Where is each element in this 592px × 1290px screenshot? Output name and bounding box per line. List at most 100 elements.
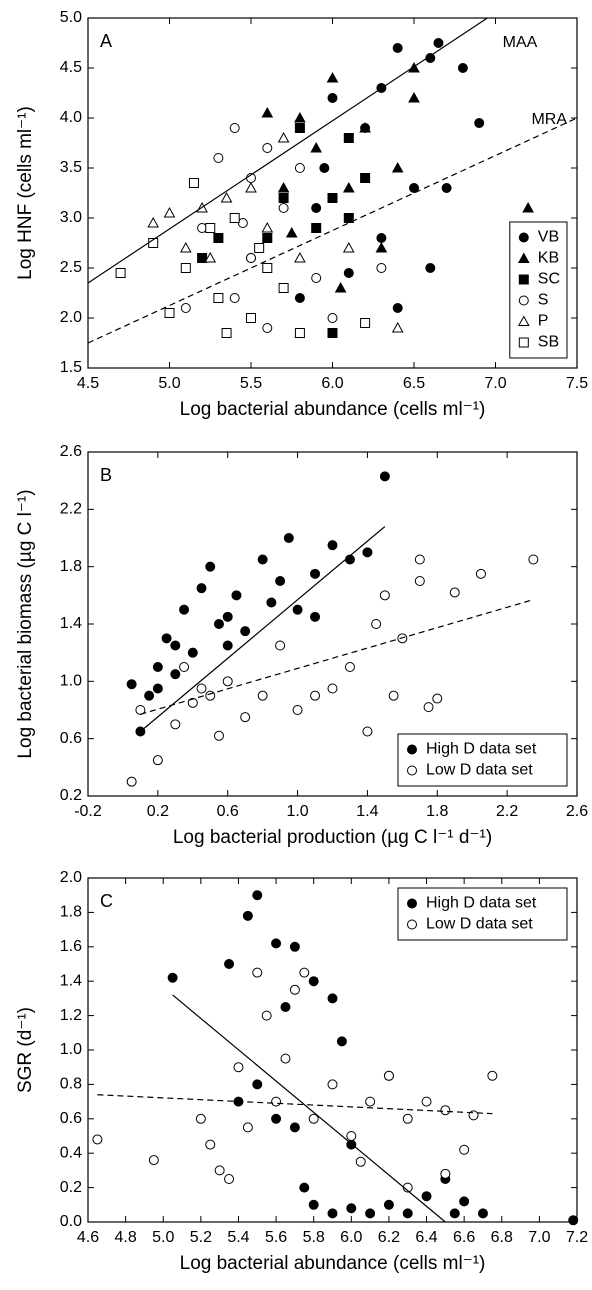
data-point: [205, 561, 216, 572]
x-tick-label: 7.2: [566, 1229, 588, 1246]
x-tick-label: -0.2: [74, 803, 102, 820]
fit-label: MRA: [531, 111, 567, 128]
data-point: [441, 183, 452, 193]
data-point: [379, 471, 390, 482]
data-point: [391, 321, 404, 333]
data-point: [457, 63, 468, 73]
y-tick-label: 0.6: [60, 730, 82, 747]
data-point: [240, 712, 251, 723]
y-tick-label: 1.0: [60, 673, 82, 690]
x-tick-label: 6.5: [403, 375, 425, 392]
data-point: [180, 263, 191, 273]
data-point: [362, 547, 373, 558]
data-point: [311, 203, 322, 213]
data-point: [362, 726, 373, 737]
x-tick-label: 5.2: [190, 1229, 212, 1246]
data-point: [343, 268, 354, 278]
fit-line: [172, 994, 446, 1223]
y-tick-label: 2.0: [60, 309, 82, 326]
fit-line: [97, 1094, 493, 1115]
y-tick-label: 1.8: [60, 904, 82, 921]
y-axis-label: Log bacterial biomass (µg C l⁻¹): [15, 489, 36, 758]
legend-label: KB: [538, 250, 559, 267]
fit-line: [87, 17, 488, 284]
data-point: [170, 640, 181, 651]
data-point: [213, 153, 224, 163]
data-point: [310, 611, 321, 622]
data-point: [459, 1196, 470, 1207]
data-point: [180, 303, 191, 313]
data-point: [346, 1203, 357, 1214]
data-point: [179, 604, 190, 615]
data-point: [187, 647, 198, 658]
x-tick-label: 2.6: [566, 803, 588, 820]
data-point: [294, 111, 306, 123]
data-point: [261, 221, 274, 233]
data-point: [327, 328, 338, 338]
data-point: [568, 1215, 579, 1226]
data-point: [327, 313, 338, 323]
data-point: [197, 253, 208, 263]
data-point: [280, 1002, 291, 1012]
data-point: [271, 938, 282, 949]
data-point: [342, 181, 355, 193]
data-point: [196, 683, 207, 694]
data-point: [254, 243, 265, 253]
data-point: [342, 241, 355, 253]
data-point: [474, 118, 485, 128]
x-tick-label: 5.0: [158, 375, 180, 392]
data-point: [195, 1113, 206, 1124]
data-point: [423, 702, 434, 713]
data-point: [222, 676, 233, 687]
x-tick-label: 7.0: [528, 1229, 550, 1246]
data-point: [278, 193, 289, 203]
data-point: [379, 590, 390, 601]
data-point: [266, 597, 277, 608]
data-point: [409, 183, 419, 193]
data-point: [528, 554, 539, 565]
y-tick-label: 0.6: [60, 1110, 82, 1127]
data-point: [336, 1036, 347, 1047]
data-point: [289, 984, 300, 995]
legend-marker: [518, 232, 529, 243]
legend-label: Low D data set: [426, 916, 533, 933]
data-point: [257, 554, 268, 565]
legend-label: SC: [538, 271, 560, 288]
data-point: [360, 173, 371, 183]
data-point: [170, 719, 181, 730]
y-tick-label: 0.2: [60, 1179, 82, 1196]
data-point: [275, 576, 286, 586]
data-point: [246, 313, 256, 323]
x-tick-label: 0.6: [217, 803, 239, 820]
data-point: [311, 273, 322, 283]
data-point: [213, 233, 224, 243]
data-point: [310, 568, 321, 579]
data-point: [308, 1113, 319, 1124]
y-tick-label: 3.5: [60, 159, 82, 176]
data-point: [222, 640, 233, 651]
y-tick-label: 0.8: [60, 1076, 82, 1093]
fit-line: [140, 599, 534, 715]
x-tick-label: 1.4: [356, 803, 378, 820]
y-tick-label: 2.5: [60, 259, 82, 276]
data-point: [204, 251, 217, 263]
data-point: [257, 690, 268, 701]
data-point: [375, 241, 388, 253]
data-point: [152, 662, 163, 672]
x-tick-label: 7.5: [566, 375, 588, 392]
x-tick-label: 1.8: [426, 803, 448, 820]
data-point: [294, 251, 306, 263]
legend-box: [397, 733, 568, 787]
data-point: [414, 554, 425, 565]
data-point: [271, 1113, 282, 1124]
data-point: [344, 662, 355, 672]
data-point: [245, 181, 257, 193]
data-point: [170, 669, 181, 680]
data-point: [327, 683, 338, 694]
legend-label: VB: [538, 229, 559, 246]
data-point: [383, 1070, 394, 1081]
data-point: [310, 690, 321, 701]
legend-marker: [518, 337, 529, 348]
data-point: [327, 993, 338, 1004]
